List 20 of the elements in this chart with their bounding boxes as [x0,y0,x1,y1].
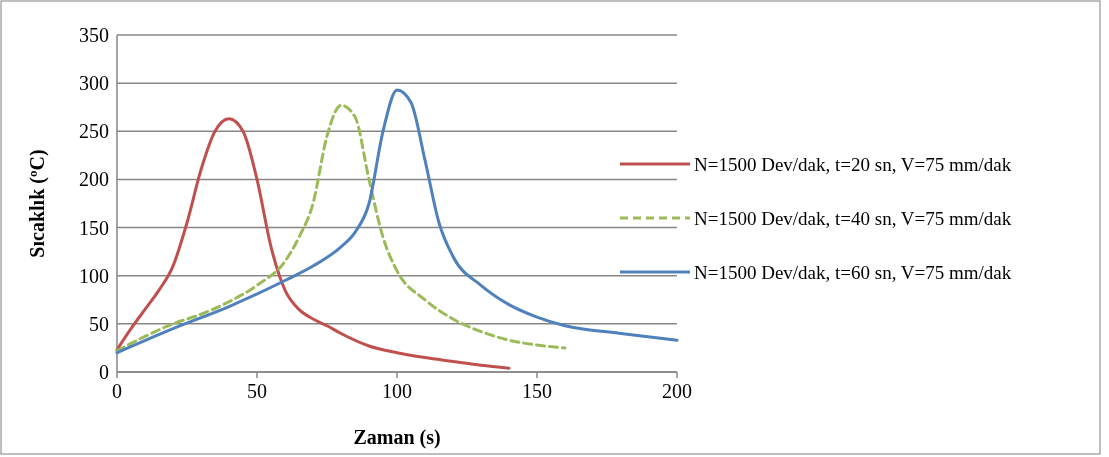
y-tick-label: 50 [89,312,109,335]
y-tick-label: 0 [99,361,109,383]
legend-label: N=1500 Dev/dak, t=20 sn, V=75 mm/dak [694,154,1012,175]
x-tick-label: 150 [522,380,552,402]
x-tick-label: 50 [247,380,267,402]
y-tick-label: 100 [79,264,109,287]
y-tick-label: 150 [79,216,109,239]
legend-label: N=1500 Dev/dak, t=60 sn, V=75 mm/dak [694,262,1012,283]
y-tick-label: 200 [79,168,109,191]
y-tick-label: 300 [79,72,109,95]
line-series [115,103,567,353]
y-axis-title: Sıcaklık (ºC) [26,149,49,258]
y-tick-label: 350 [79,24,109,46]
line-series [115,88,679,355]
x-tick-label: 200 [662,380,692,402]
y-tick-label: 250 [79,120,109,143]
legend-label: N=1500 Dev/dak, t=40 sn, V=75 mm/dak [694,208,1012,229]
line-series [115,117,511,370]
x-tick-label: 100 [382,380,412,402]
x-axis-title: Zaman (s) [353,426,441,449]
